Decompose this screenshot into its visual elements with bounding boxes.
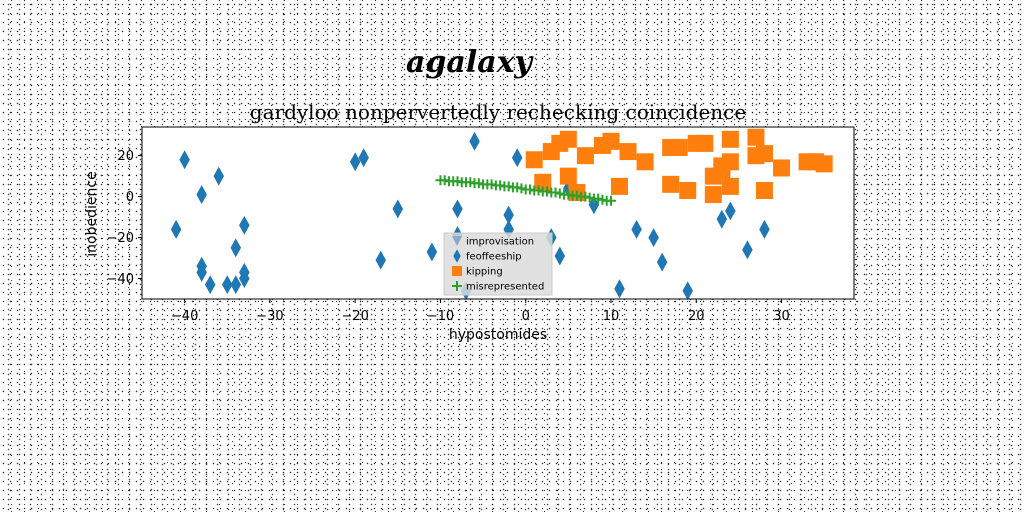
kipping-point [576, 147, 594, 165]
y-axis-label: inobedience [84, 171, 100, 256]
kipping-point [815, 155, 833, 173]
legend-marker-improvisation [452, 236, 462, 246]
x-tick-label: 20 [688, 309, 705, 324]
feoffeeship-point [656, 252, 668, 272]
kipping-point [662, 175, 680, 193]
kipping-point [755, 145, 773, 163]
x-tick-label: −20 [341, 309, 368, 324]
feoffeeship-point [682, 281, 693, 301]
kipping-point [721, 153, 739, 171]
kipping-point [696, 134, 714, 152]
feoffeeship-point [230, 275, 242, 295]
y-tick-label: −20 [107, 231, 134, 246]
feoffeeship-point [230, 238, 242, 258]
feoffeeship-point [631, 219, 642, 239]
chart-title: gardyloo nonpervertedly rechecking coinc… [250, 100, 746, 124]
feoffeeship-point [239, 269, 250, 288]
feoffeeship-point [742, 240, 753, 260]
feoffeeship-point [503, 205, 514, 225]
feoffeeship-point [614, 279, 625, 299]
feoffeeship-point [392, 199, 404, 219]
kipping-point [559, 167, 577, 185]
x-axis-ticks: −40 −30 −20 −10 0 10 20 30 [171, 299, 790, 324]
kipping-point [602, 132, 620, 150]
feoffeeship-point [648, 228, 659, 248]
x-tick-label: −30 [256, 309, 283, 324]
feoffeeship-point [349, 152, 361, 172]
kipping-point [721, 177, 739, 195]
kipping-point [670, 138, 688, 156]
feoffeeship-point [426, 242, 438, 262]
kipping-point [559, 130, 577, 148]
y-axis-ticks: 20 0 −20 −40 [107, 149, 142, 287]
kipping-point [773, 159, 791, 177]
feoffeeship-point [469, 131, 480, 151]
legend-label-feoffeeship: feoffeeship [466, 252, 522, 263]
feoffeeship-point [222, 275, 233, 295]
series-misrepresented [435, 175, 616, 206]
legend-label-misrepresented: misrepresented [466, 282, 544, 293]
feoffeeship-point [725, 201, 736, 221]
feoffeeship-point [213, 166, 224, 186]
legend-marker-kipping [452, 266, 462, 276]
feoffeeship-point [196, 185, 207, 205]
y-tick-label: −40 [107, 272, 134, 287]
legend-box [443, 232, 553, 296]
kipping-point [755, 181, 773, 199]
x-tick-label: 10 [603, 309, 620, 324]
feoffeeship-point [204, 275, 216, 295]
x-tick-label: −40 [171, 309, 198, 324]
feoffeeship-point [375, 250, 387, 270]
legend-marker-misrepresented [452, 281, 462, 291]
feoffeeship-point [716, 209, 728, 229]
kipping-point [721, 130, 739, 148]
legend-label-improvisation: improvisation [466, 237, 534, 248]
kipping-point [525, 151, 543, 169]
y-tick-label: 20 [117, 149, 134, 164]
feoffeeship-point [196, 262, 207, 282]
feoffeeship-point [179, 150, 190, 170]
feoffeeship-point [358, 148, 369, 168]
x-tick-label: −10 [427, 309, 454, 324]
feoffeeship-point [503, 219, 514, 239]
feoffeeship-point [588, 195, 600, 215]
x-tick-label: 30 [773, 309, 790, 324]
kipping-point [619, 143, 637, 161]
feoffeeship-point [511, 148, 523, 168]
misrepresented-point [605, 195, 616, 206]
feoffeeship-point [239, 215, 250, 235]
feoffeeship-point [452, 199, 463, 219]
kipping-point [679, 181, 697, 199]
x-axis-label: hypostomides [449, 327, 547, 343]
plot-frame [141, 126, 855, 300]
y-tick-label: 0 [126, 190, 134, 205]
kipping-point [611, 177, 629, 195]
kipping-point [704, 186, 722, 204]
feoffeeship-point [170, 219, 182, 239]
feoffeeship-point [759, 219, 770, 239]
x-tick-label: 0 [522, 309, 530, 324]
legend-label-kipping: kipping [466, 267, 503, 278]
kipping-point [747, 128, 765, 146]
legend: improvisation feoffeeship kipping misrepres… [443, 232, 553, 296]
kipping-point [636, 153, 654, 171]
legend-marker-feoffeeship [453, 249, 461, 263]
feoffeeship-point [554, 246, 566, 266]
chart-suptitle: agalaxy [406, 45, 535, 80]
series-kipping [525, 128, 833, 204]
